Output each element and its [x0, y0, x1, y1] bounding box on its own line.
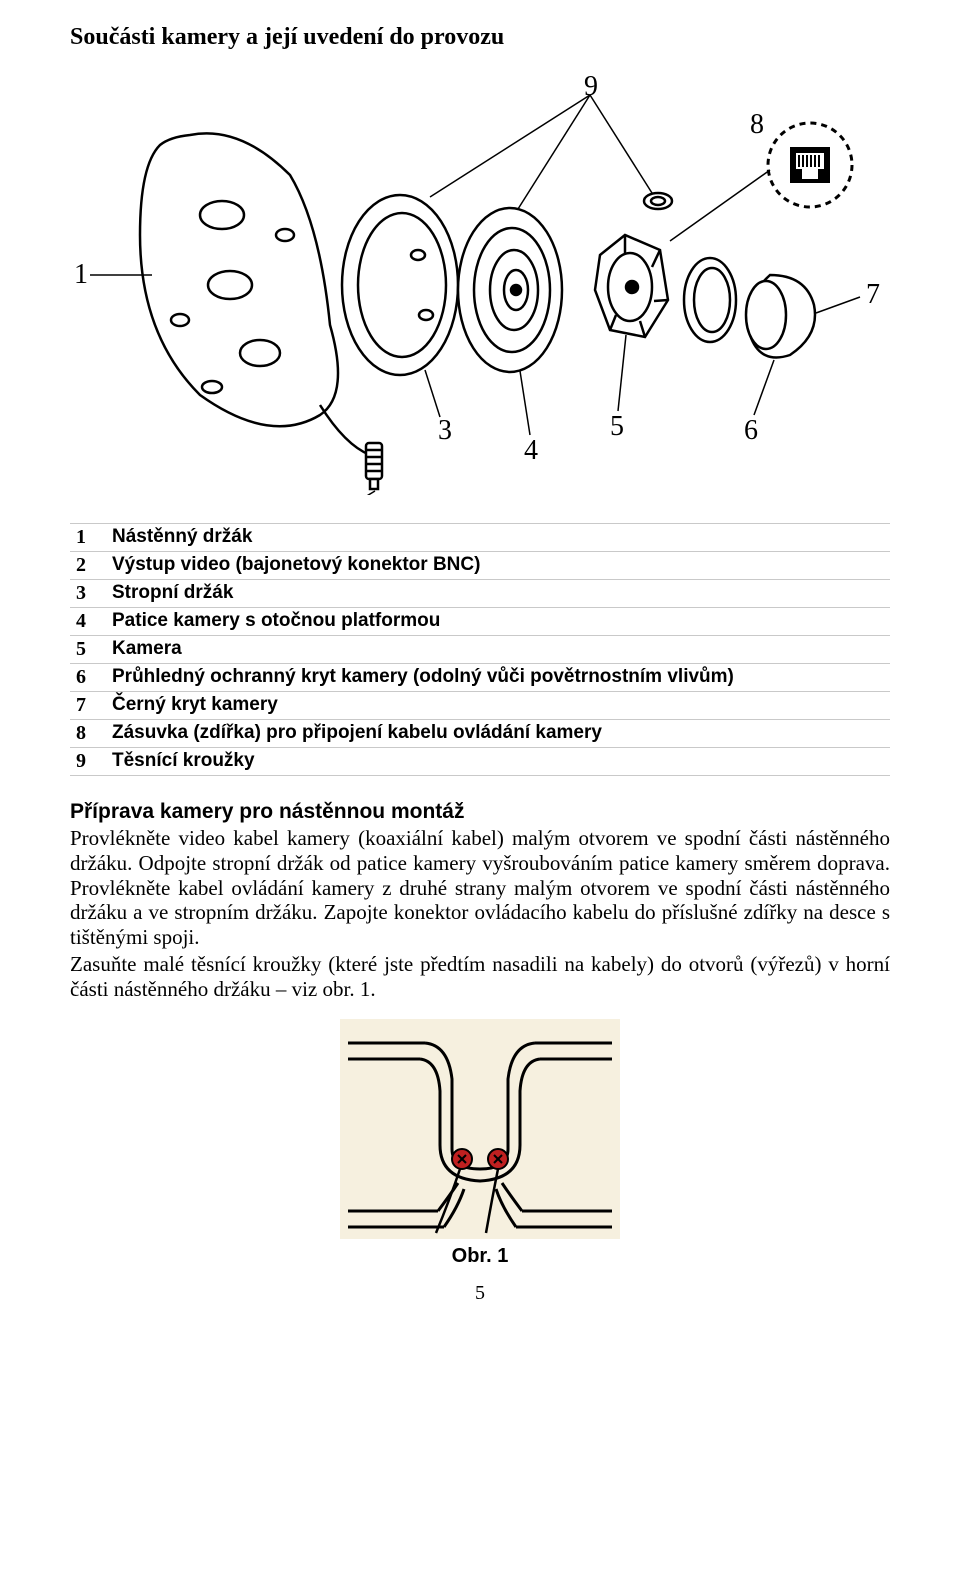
- part-number: 1: [70, 524, 106, 552]
- table-row: 9Těsnící kroužky: [70, 748, 890, 776]
- part-description: Kamera: [106, 636, 890, 664]
- part-description: Těsnící kroužky: [106, 748, 890, 776]
- table-row: 1Nástěnný držák: [70, 524, 890, 552]
- table-row: 6Průhledný ochranný kryt kamery (odolný …: [70, 664, 890, 692]
- diagram-label-2: 2: [348, 491, 362, 495]
- part-number: 5: [70, 636, 106, 664]
- part-description: Nástěnný držák: [106, 524, 890, 552]
- part-description: Výstup video (bajonetový konektor BNC): [106, 552, 890, 580]
- part-number: 9: [70, 748, 106, 776]
- parts-table: 1Nástěnný držák2Výstup video (bajonetový…: [70, 523, 890, 776]
- table-row: 5Kamera: [70, 636, 890, 664]
- diagram-label-5: 5: [610, 411, 624, 442]
- diagram-label-1: 1: [74, 259, 88, 290]
- part-number: 8: [70, 720, 106, 748]
- part-description: Patice kamery s otočnou platformou: [106, 608, 890, 636]
- part-number: 2: [70, 552, 106, 580]
- part-description: Zásuvka (zdířka) pro připojení kabelu ov…: [106, 720, 890, 748]
- section-heading: Příprava kamery pro nástěnnou montáž: [70, 800, 890, 824]
- table-row: 2Výstup video (bajonetový konektor BNC): [70, 552, 890, 580]
- figure-1-caption: Obr. 1: [70, 1245, 890, 1268]
- part-description: Černý kryt kamery: [106, 692, 890, 720]
- body-paragraph-1: Provlékněte video kabel kamery (koaxiáln…: [70, 826, 890, 950]
- part-description: Průhledný ochranný kryt kamery (odolný v…: [106, 664, 890, 692]
- page-title: Součásti kamery a její uvedení do provoz…: [70, 24, 890, 51]
- diagram-label-6: 6: [744, 415, 758, 446]
- table-row: 4Patice kamery s otočnou platformou: [70, 608, 890, 636]
- diagram-label-4: 4: [524, 435, 538, 466]
- part-description: Stropní držák: [106, 580, 890, 608]
- exploded-diagram: 1 2 3 4 5 6 7 8 9: [70, 75, 890, 495]
- part-number: 7: [70, 692, 106, 720]
- table-row: 3Stropní držák: [70, 580, 890, 608]
- diagram-label-3: 3: [438, 415, 452, 446]
- diagram-label-9: 9: [584, 75, 598, 102]
- part-number: 6: [70, 664, 106, 692]
- diagram-label-8: 8: [750, 109, 764, 140]
- table-row: 7Černý kryt kamery: [70, 692, 890, 720]
- body-paragraph-2: Zasuňte malé těsnící kroužky (které jste…: [70, 952, 890, 1002]
- part-number: 3: [70, 580, 106, 608]
- figure-1-illustration: [340, 1019, 620, 1239]
- diagram-label-7: 7: [866, 279, 880, 310]
- page-number: 5: [70, 1282, 890, 1305]
- part-number: 4: [70, 608, 106, 636]
- table-row: 8Zásuvka (zdířka) pro připojení kabelu o…: [70, 720, 890, 748]
